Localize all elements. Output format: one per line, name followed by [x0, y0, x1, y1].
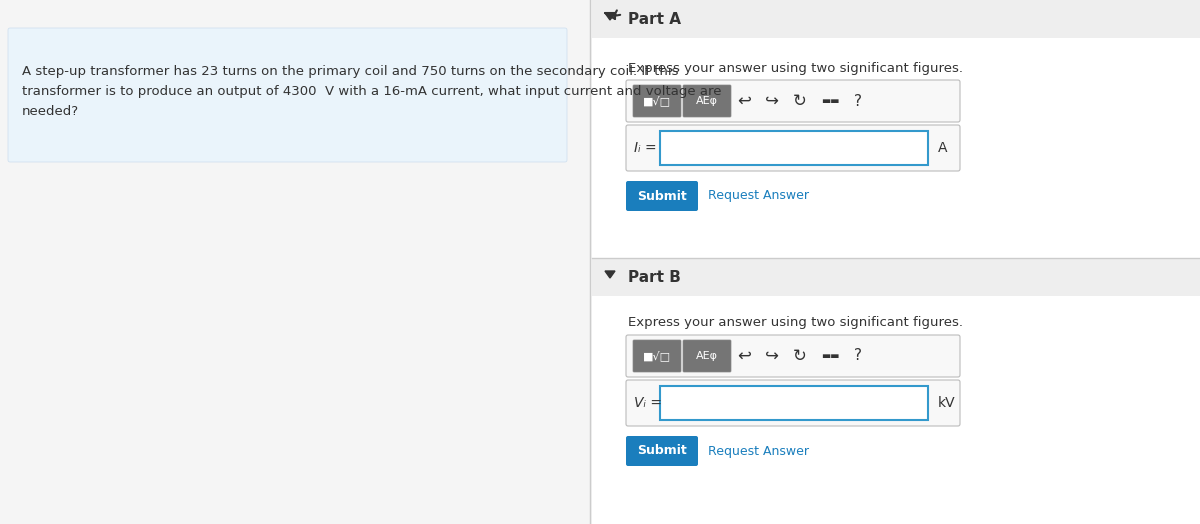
Text: AEφ: AEφ [696, 96, 718, 106]
FancyBboxPatch shape [660, 386, 928, 420]
FancyBboxPatch shape [683, 85, 731, 117]
Text: Express your answer using two significant figures.: Express your answer using two significan… [628, 316, 964, 329]
FancyBboxPatch shape [592, 296, 1200, 524]
FancyBboxPatch shape [8, 28, 568, 162]
Text: kV: kV [938, 396, 955, 410]
Text: ↻: ↻ [793, 347, 806, 365]
Text: Request Answer: Request Answer [708, 444, 809, 457]
Text: ↩: ↩ [737, 347, 751, 365]
FancyBboxPatch shape [626, 181, 698, 211]
Text: Iᵢ =: Iᵢ = [634, 141, 656, 155]
FancyBboxPatch shape [592, 0, 1200, 38]
Text: Submit: Submit [637, 444, 686, 457]
FancyBboxPatch shape [626, 335, 960, 377]
Text: ■√□: ■√□ [643, 351, 671, 362]
Text: ↻: ↻ [793, 92, 806, 110]
Text: ?: ? [854, 93, 862, 108]
Text: ▬▬: ▬▬ [821, 96, 839, 106]
FancyBboxPatch shape [626, 80, 960, 122]
FancyBboxPatch shape [634, 85, 682, 117]
Text: transformer is to produce an output of 4300  V with a 16-mA current, what input : transformer is to produce an output of 4… [22, 85, 721, 98]
Text: needed?: needed? [22, 105, 79, 118]
Polygon shape [605, 271, 616, 278]
Text: A step-up transformer has 23 turns on the primary coil and 750 turns on the seco: A step-up transformer has 23 turns on th… [22, 65, 678, 78]
FancyBboxPatch shape [626, 125, 960, 171]
FancyBboxPatch shape [626, 380, 960, 426]
Text: ↪: ↪ [766, 347, 779, 365]
FancyBboxPatch shape [592, 38, 1200, 258]
Text: ↩: ↩ [737, 92, 751, 110]
Text: Part B: Part B [628, 269, 680, 285]
FancyBboxPatch shape [683, 340, 731, 372]
Text: Express your answer using two significant figures.: Express your answer using two significan… [628, 62, 964, 75]
Text: Vᵢ =: Vᵢ = [634, 396, 662, 410]
Text: ▬▬: ▬▬ [821, 351, 839, 361]
Text: ■√□: ■√□ [643, 96, 671, 106]
Text: AEφ: AEφ [696, 351, 718, 361]
FancyBboxPatch shape [660, 131, 928, 165]
Text: Request Answer: Request Answer [708, 190, 809, 202]
Text: ?: ? [854, 348, 862, 364]
Text: Submit: Submit [637, 190, 686, 202]
Text: Part A: Part A [628, 12, 682, 27]
FancyBboxPatch shape [592, 258, 1200, 296]
Polygon shape [605, 13, 616, 20]
FancyBboxPatch shape [634, 340, 682, 372]
Text: A: A [938, 141, 948, 155]
FancyBboxPatch shape [626, 436, 698, 466]
Text: ↪: ↪ [766, 92, 779, 110]
